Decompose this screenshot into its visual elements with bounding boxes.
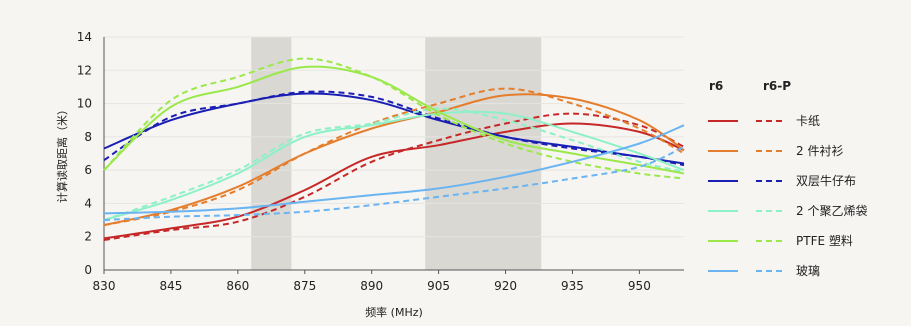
- x-tick-label: 845: [159, 279, 182, 293]
- y-tick-label: 12: [77, 63, 92, 77]
- legend-label: 玻璃: [796, 264, 820, 278]
- y-axis-title: 计算读取距离（米）: [55, 104, 69, 203]
- y-tick-label: 14: [77, 30, 92, 44]
- x-tick-label: 890: [360, 279, 383, 293]
- x-tick-label: 935: [561, 279, 584, 293]
- x-tick-label: 905: [427, 279, 450, 293]
- x-axis-title: 频率 (MHz): [365, 305, 423, 319]
- y-tick-label: 8: [84, 130, 92, 144]
- shaded-bands: [251, 37, 541, 270]
- legend-label: 卡纸: [796, 114, 820, 128]
- series-line-9: [104, 59, 684, 179]
- legend-label: PTFE 塑料: [796, 233, 853, 248]
- series-lines: [104, 59, 684, 240]
- y-tick-label: 4: [84, 196, 92, 210]
- y-tick-label: 10: [77, 97, 92, 111]
- series-line-0: [104, 124, 684, 239]
- y-tick-label: 0: [84, 263, 92, 277]
- x-tick-label: 860: [226, 279, 249, 293]
- shaded-band-1: [425, 37, 541, 270]
- legend-label: 2 个聚乙烯袋: [796, 204, 867, 218]
- y-tick-label: 6: [84, 163, 92, 177]
- legend-label: 双层牛仔布: [796, 173, 856, 188]
- x-tick-label: 920: [494, 279, 517, 293]
- legend-header-r6p: r6-P: [763, 79, 791, 93]
- series-line-1: [104, 114, 684, 240]
- x-tick-label: 950: [628, 279, 651, 293]
- x-tick-label: 830: [93, 279, 116, 293]
- legend-label: 2 件衬衫: [796, 144, 843, 158]
- y-tick-label: 2: [84, 230, 92, 244]
- legend-header-r6: r6: [709, 79, 723, 93]
- x-tick-label: 875: [293, 279, 316, 293]
- axes: 0 2 4 6 8 10 12 14 830 845 860 875 890 905 920 935 950 频率…: [55, 30, 684, 319]
